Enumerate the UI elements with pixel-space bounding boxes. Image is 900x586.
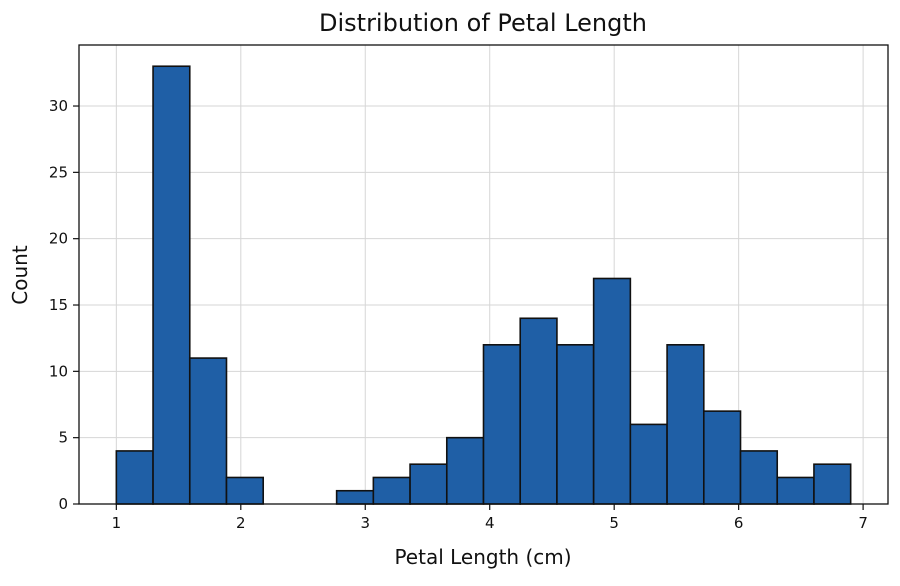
histogram-bar [629,423,668,505]
histogram-bar [409,463,448,505]
x-tick-label: 4 [485,514,495,532]
histogram-bar [776,476,815,505]
x-tick-label: 6 [734,514,744,532]
histogram-bar [813,463,852,505]
histogram-bar [666,344,705,505]
x-tick-label: 3 [360,514,370,532]
histogram-bar [335,489,375,505]
y-tick-label: 15 [49,296,68,314]
y-tick-label: 10 [49,362,68,380]
histogram-bar [225,476,265,505]
histogram-bar [445,436,485,505]
histogram-bar [739,450,779,505]
y-tick-label: 30 [49,97,68,115]
bars-layer [115,65,852,505]
histogram-bar [592,277,632,505]
y-axis-label: Count [8,245,32,305]
plot-frame [78,44,889,505]
y-tick-label: 0 [58,495,68,513]
histogram-bar [556,344,595,505]
histogram-bar [152,65,191,505]
histogram-bar [702,410,742,505]
y-tick-label: 5 [58,429,68,447]
x-tick-label: 2 [236,514,246,532]
x-tick-label: 1 [112,514,122,532]
histogram-bar [372,476,411,505]
histogram-bar [188,357,228,505]
x-tick-label: 7 [858,514,868,532]
grid-layer [79,45,888,505]
y-tick-label: 25 [49,163,68,181]
histogram-bar [482,344,522,505]
x-axis-label: Petal Length (cm) [394,545,571,569]
y-tick-label: 20 [49,230,68,248]
x-tick-label: 5 [609,514,619,532]
histogram-bar [519,317,558,505]
chart-title: Distribution of Petal Length [319,9,647,37]
ticks-layer: 1 2 3 4 5 6 7 0 5 10 15 20 25 30 [49,97,868,532]
histogram-bar [115,450,154,505]
